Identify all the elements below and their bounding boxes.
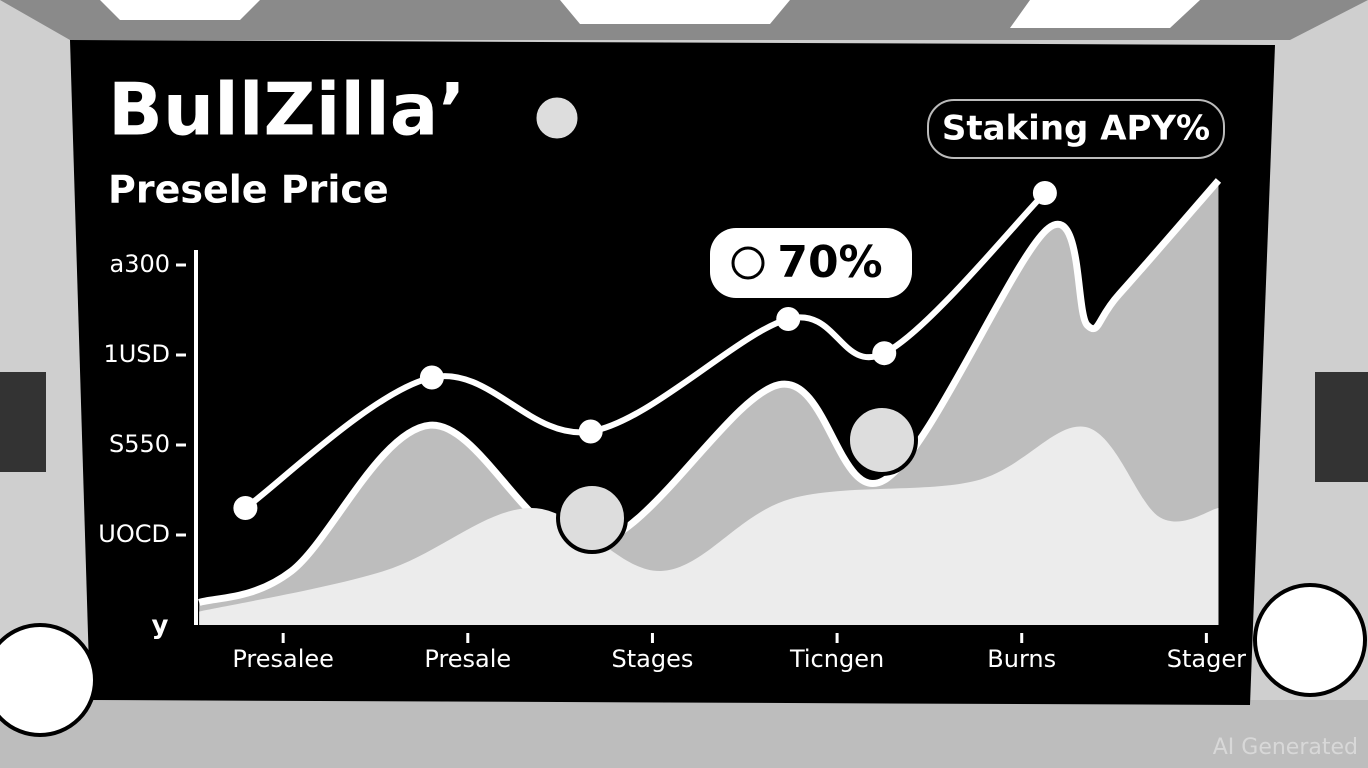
y-tick-label: 1USD <box>103 340 170 368</box>
annotation-badge <box>927 99 1225 159</box>
ceiling-light <box>100 0 260 20</box>
plot: UOCD S550 1USD a300 Presalee Presale Stages Tic… <box>98 178 1246 673</box>
wall-panel <box>0 372 46 472</box>
point <box>872 341 897 366</box>
annotation: Staking APY% <box>942 109 1210 149</box>
y-tick-label: UOCD <box>98 520 170 548</box>
area <box>199 426 1219 625</box>
x-tick-label: Stager <box>1167 645 1246 673</box>
y-tick-label: a300 <box>109 250 170 278</box>
character <box>1253 583 1367 697</box>
logo-icon <box>533 94 581 142</box>
x-tick-label: Burns <box>987 645 1056 673</box>
chart-title: BullZilla’ <box>108 68 466 152</box>
point <box>419 365 444 390</box>
badge-icon <box>731 246 765 280</box>
point <box>578 419 603 444</box>
y-axis-label: y <box>152 611 169 641</box>
x-tick-label: Stages <box>612 645 694 673</box>
ceiling-light <box>1010 0 1200 28</box>
x-tick-label: Ticngen <box>789 645 884 673</box>
y-tick-label: S550 <box>109 430 170 458</box>
line <box>243 190 1048 511</box>
coin <box>846 404 918 476</box>
point <box>1032 181 1057 205</box>
x-tick-label: Presale <box>424 645 511 673</box>
ceiling-light <box>560 0 790 24</box>
annotation: 70% <box>777 237 882 288</box>
annotation-badge <box>710 228 912 298</box>
chart-subtitle: Presele Price <box>108 168 389 212</box>
area-outline <box>198 178 1222 606</box>
wall-panel <box>1315 372 1368 482</box>
x-tick-label: Presalee <box>232 645 334 673</box>
point <box>233 496 258 520</box>
coin <box>556 482 628 554</box>
floor <box>0 700 1368 768</box>
watermark: AI Generated <box>1213 735 1358 760</box>
character <box>0 623 97 737</box>
point <box>776 307 801 331</box>
